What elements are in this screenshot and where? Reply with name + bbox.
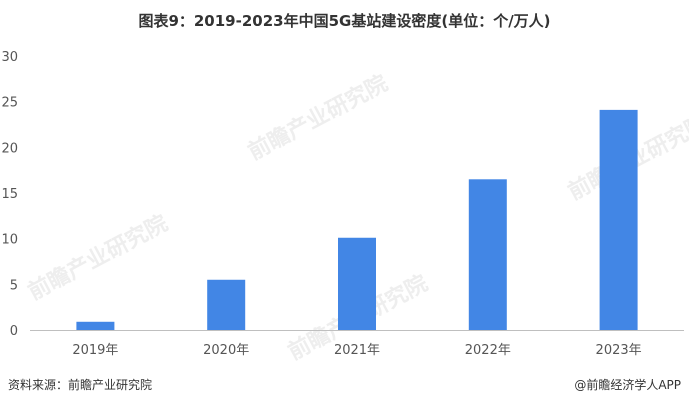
bar-2020年 — [207, 279, 246, 330]
credit-note: @前瞻经济学人APP — [574, 378, 681, 392]
y-tick-label: 10 — [1, 233, 18, 248]
x-tick-label: 2021年 — [334, 343, 380, 358]
y-tick-label: 25 — [1, 96, 18, 111]
y-tick-label: 30 — [1, 50, 18, 65]
bar-2023年 — [599, 109, 638, 331]
x-tick-label: 2022年 — [465, 343, 511, 358]
chart-title: 图表9：2019-2023年中国5G基站建设密度(单位：个/万人) — [138, 12, 551, 30]
bar-2021年 — [338, 237, 376, 330]
x-tick-label: 2023年 — [596, 343, 642, 358]
source-note: 资料来源：前瞻产业研究院 — [8, 378, 153, 392]
bar-2019年 — [76, 321, 115, 330]
x-tick-label: 2019年 — [72, 343, 118, 358]
y-tick-label: 20 — [1, 141, 18, 156]
bar-2022年 — [468, 179, 507, 330]
y-tick-label: 0 — [10, 324, 18, 339]
y-tick-label: 5 — [10, 278, 18, 293]
x-tick-label: 2020年 — [203, 343, 249, 358]
y-tick-label: 15 — [1, 187, 18, 202]
